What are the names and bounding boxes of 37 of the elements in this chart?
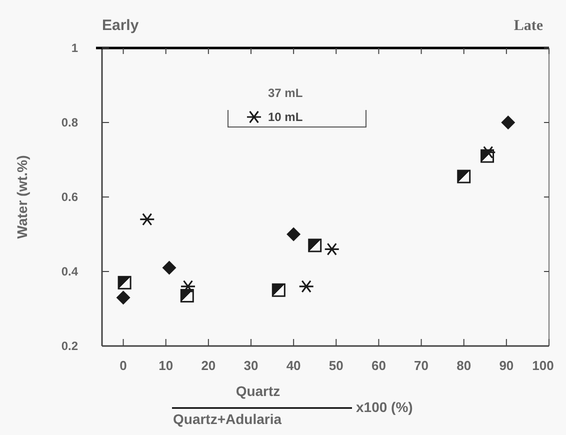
x-tick-label: 10 bbox=[158, 358, 174, 373]
point bbox=[457, 170, 471, 184]
point bbox=[162, 260, 176, 275]
point bbox=[118, 276, 132, 290]
x-tick-label: 60 bbox=[371, 358, 386, 373]
point bbox=[272, 283, 286, 297]
point bbox=[180, 288, 194, 302]
y-tick-label: 1 bbox=[71, 41, 78, 55]
legend-label: 10 mL bbox=[268, 110, 303, 124]
text: Late bbox=[514, 18, 544, 34]
point bbox=[324, 242, 340, 256]
x-axis-title: Quartz bbox=[236, 383, 280, 399]
point bbox=[501, 116, 516, 130]
point bbox=[116, 290, 130, 305]
text: x100 (%) bbox=[356, 399, 413, 415]
x-tick-label: 0 bbox=[120, 358, 127, 373]
point bbox=[286, 227, 301, 242]
point bbox=[180, 280, 196, 293]
x-tick-label: 100 bbox=[532, 358, 554, 373]
text: Quartz+Adularia bbox=[173, 411, 282, 427]
y-axis-title: Water (wt.%) bbox=[14, 155, 30, 239]
x-tick-label: 20 bbox=[201, 358, 216, 373]
y-tick-label: 0.2 bbox=[61, 339, 78, 353]
x-tick-label: 80 bbox=[456, 358, 472, 373]
x-tick-label: 90 bbox=[499, 358, 514, 373]
y-tick-label: 0.8 bbox=[61, 116, 78, 130]
y-tick-label: 0.4 bbox=[61, 264, 78, 278]
x-tick-label: 40 bbox=[286, 358, 301, 373]
x-tick-label: 70 bbox=[414, 358, 429, 373]
x-tick-label: 50 bbox=[328, 358, 344, 373]
point bbox=[139, 212, 155, 226]
point bbox=[308, 238, 322, 252]
annotation: 37 mL bbox=[268, 86, 303, 100]
x-tick-label: 30 bbox=[244, 358, 258, 373]
point bbox=[298, 280, 314, 293]
text: Early bbox=[102, 17, 140, 34]
y-tick-label: 0.6 bbox=[61, 190, 78, 204]
